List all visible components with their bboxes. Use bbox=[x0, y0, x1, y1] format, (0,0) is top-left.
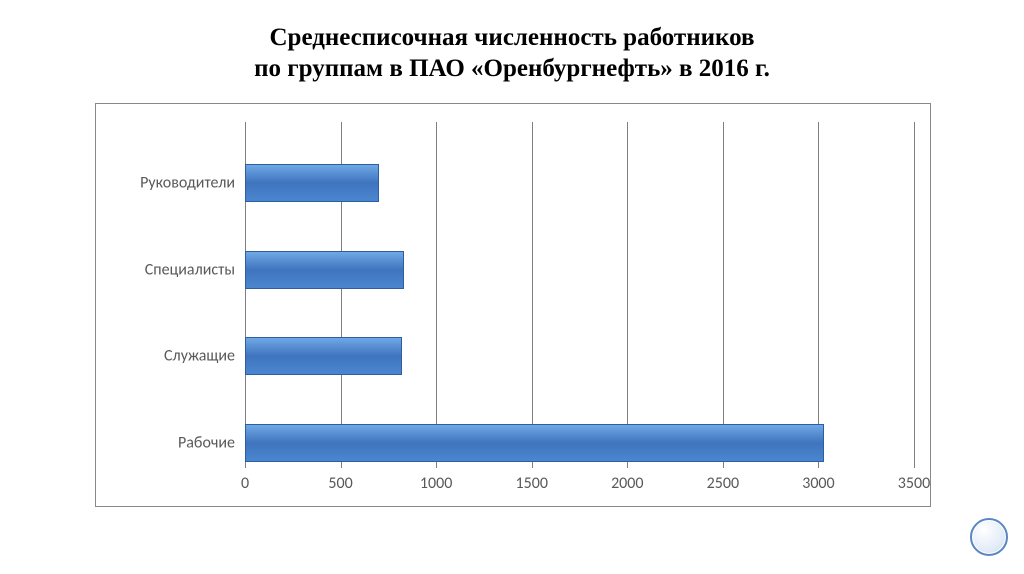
gridline bbox=[723, 122, 724, 468]
y-axis-label: Служащие bbox=[100, 347, 235, 366]
gridline bbox=[914, 122, 915, 468]
bar bbox=[245, 337, 402, 375]
title-line-2: по группам в ПАО «Оренбургнефть» в 2016 … bbox=[254, 55, 770, 82]
bar bbox=[245, 424, 824, 462]
x-axis-label: 500 bbox=[328, 474, 352, 493]
x-axis-label: 2000 bbox=[611, 474, 643, 493]
employee-bar-chart: Руководители Специалисты Служащие Рабочие 0… bbox=[95, 103, 931, 507]
x-axis-label: 0 bbox=[241, 474, 249, 493]
gridline bbox=[436, 122, 437, 468]
y-axis-label: Руководители bbox=[100, 174, 235, 193]
bar bbox=[245, 251, 404, 289]
x-axis-label: 2500 bbox=[707, 474, 739, 493]
gridline bbox=[627, 122, 628, 468]
gridline bbox=[532, 122, 533, 468]
bar bbox=[245, 164, 379, 202]
title-line-1: Среднесписочная численность работников bbox=[270, 24, 755, 51]
slide-number-badge bbox=[970, 518, 1008, 556]
y-axis-label: Рабочие bbox=[100, 434, 235, 453]
x-axis-label: 1000 bbox=[420, 474, 452, 493]
y-axis-label: Специалисты bbox=[100, 261, 235, 280]
page-title: Среднесписочная численность работников п… bbox=[0, 0, 1024, 85]
x-axis-label: 3000 bbox=[802, 474, 834, 493]
x-axis-label: 3500 bbox=[898, 474, 930, 493]
x-axis-label: 1500 bbox=[515, 474, 547, 493]
plot-area bbox=[245, 122, 914, 468]
gridline bbox=[818, 122, 819, 468]
